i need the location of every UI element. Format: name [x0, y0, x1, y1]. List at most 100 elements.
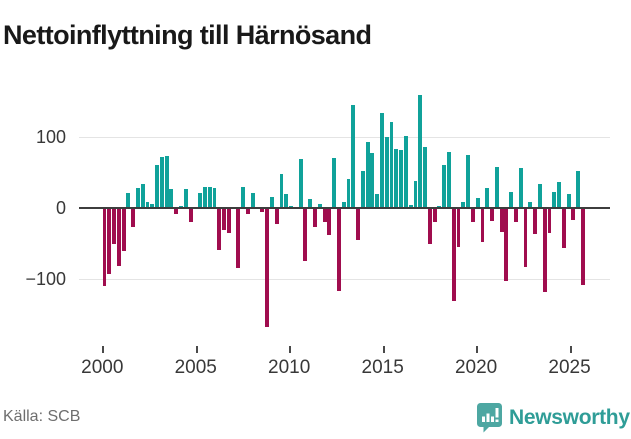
bar: [351, 105, 356, 208]
bar: [480, 208, 485, 242]
bar: [557, 182, 561, 208]
x-axis-tick: [382, 346, 385, 353]
bar: [284, 194, 289, 208]
bar: [303, 208, 308, 262]
bar: [155, 164, 160, 208]
bar: [346, 179, 351, 208]
bar: [427, 208, 432, 245]
bar: [504, 208, 509, 281]
x-axis-tick: [289, 346, 292, 353]
source-caption: Källa: SCB: [3, 408, 81, 425]
bar: [561, 208, 566, 248]
chart-title: Nettoinflyttning till Härnösand: [3, 20, 372, 51]
bar: [581, 208, 585, 285]
x-axis-label: 2000: [81, 357, 124, 378]
bar: [112, 208, 116, 244]
bar: [447, 152, 451, 208]
bar: [322, 208, 327, 222]
bar: [217, 208, 222, 251]
bar: [145, 202, 150, 208]
bar: [265, 208, 270, 328]
bar: [523, 208, 528, 268]
bar: [313, 208, 317, 228]
bar: [102, 208, 107, 286]
bar: [250, 193, 255, 208]
bar: [226, 208, 231, 233]
bar: [107, 208, 112, 274]
bar: [260, 208, 265, 212]
y-gridline: [79, 136, 610, 138]
newsworthy-bars-icon: [477, 403, 502, 433]
bar: [222, 208, 227, 231]
bar: [159, 156, 164, 208]
bar: [533, 208, 538, 234]
bar: [403, 135, 408, 208]
bar: [135, 188, 140, 208]
bar: [174, 208, 179, 214]
bar: [418, 95, 423, 208]
bar: [437, 205, 442, 208]
bar: [518, 168, 523, 208]
bar: [494, 166, 499, 208]
bar: [514, 208, 518, 223]
bar: [207, 186, 212, 208]
bar: [466, 155, 471, 208]
bar: [423, 147, 427, 208]
bar: [183, 189, 188, 208]
newsworthy-logo: Newsworthy: [476, 402, 630, 433]
x-axis-tick: [195, 346, 198, 353]
bar: [179, 205, 183, 208]
bar: [164, 155, 169, 208]
bar: [499, 208, 504, 232]
bar: [456, 208, 461, 248]
bar: [212, 188, 217, 208]
bar: [552, 191, 557, 208]
bar: [336, 208, 341, 292]
zero-axis-line: [79, 207, 610, 209]
x-axis-label: 2015: [361, 357, 404, 378]
bar: [576, 170, 581, 208]
bar: [332, 158, 337, 208]
x-axis-tick: [476, 346, 479, 353]
bar: [169, 188, 174, 208]
bar: [356, 208, 360, 241]
bar: [298, 158, 303, 208]
bar: [571, 208, 576, 221]
bar: [451, 208, 456, 302]
bar: [241, 186, 246, 208]
y-gridline: [79, 279, 610, 281]
x-axis-label: 2025: [548, 357, 591, 378]
bar: [375, 193, 380, 208]
bar: [389, 122, 394, 208]
bar: [370, 153, 375, 208]
bar: [188, 208, 193, 222]
bar: [246, 208, 250, 214]
bar: [279, 174, 284, 208]
bar: [528, 201, 533, 208]
x-axis-tick: [102, 346, 105, 353]
bar: [485, 188, 490, 208]
bar: [327, 208, 332, 236]
y-axis-label: −100: [25, 269, 66, 290]
bar: [547, 208, 552, 233]
bar: [126, 193, 131, 208]
bar: [470, 208, 475, 222]
bar: [236, 208, 241, 268]
bar: [121, 208, 126, 251]
bar: [542, 208, 547, 293]
bar: [150, 204, 155, 208]
x-axis-label: 2020: [454, 357, 498, 378]
bar: [475, 198, 480, 208]
bar: [537, 183, 542, 208]
y-axis-label: 0: [55, 198, 66, 218]
bar: [461, 202, 466, 208]
x-axis-label: 2005: [174, 357, 217, 378]
bar: [442, 165, 447, 208]
bar: [274, 208, 279, 225]
bar: [341, 201, 346, 208]
bar: [308, 199, 313, 208]
x-axis-label: 2010: [268, 357, 311, 378]
bar: [509, 191, 514, 208]
